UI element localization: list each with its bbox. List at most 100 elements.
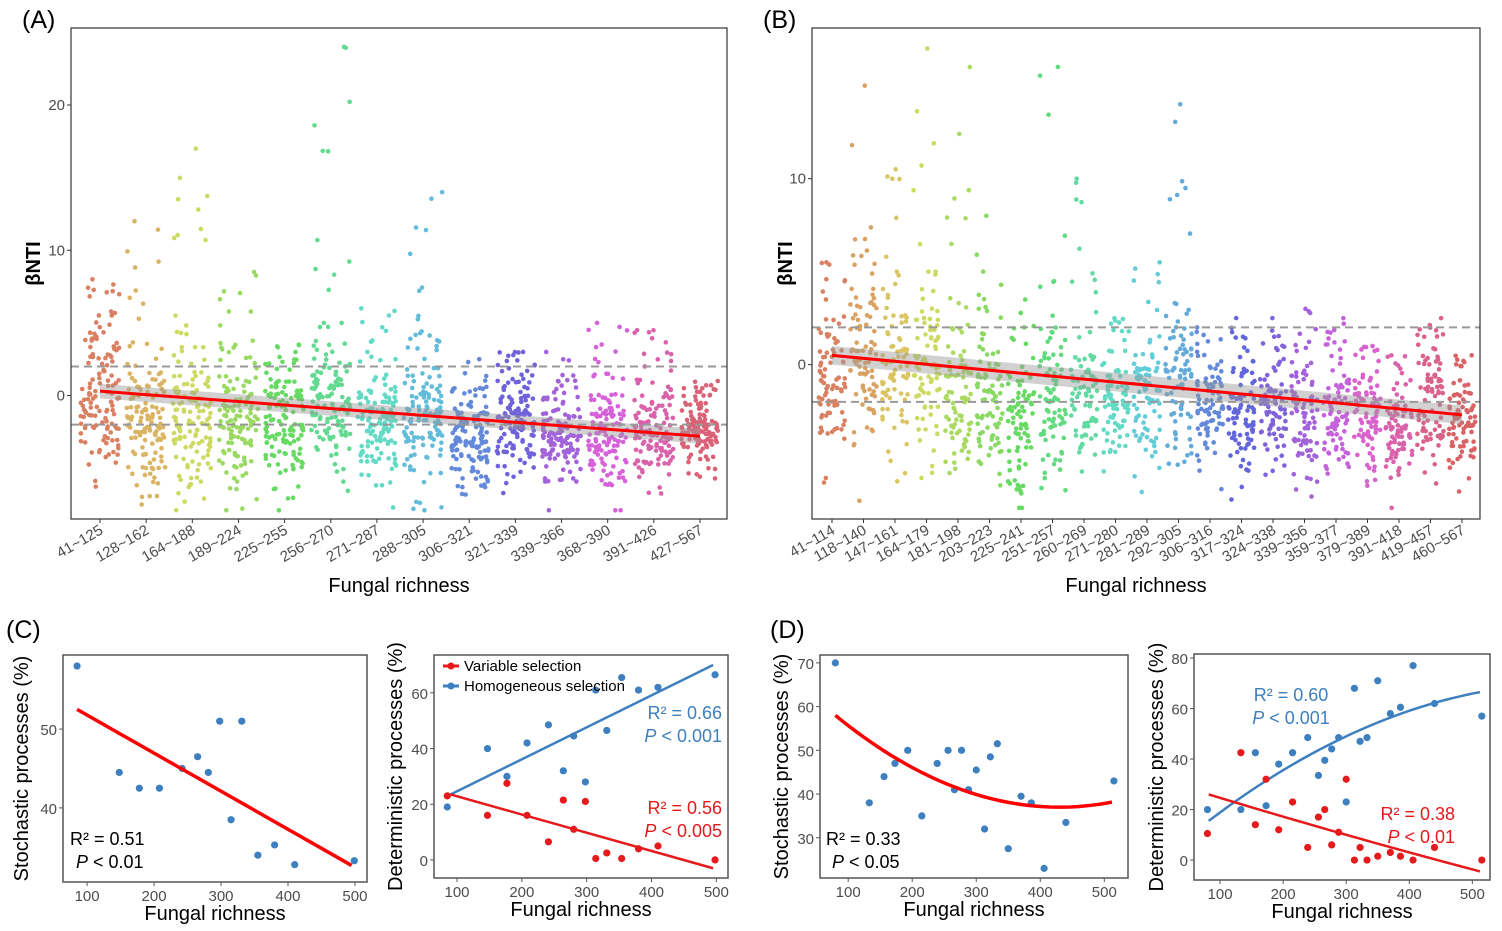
- data-point: [919, 475, 924, 481]
- data-point: [392, 440, 398, 446]
- data-point: [437, 430, 442, 435]
- data-point: [1369, 424, 1374, 430]
- plot-frame: [433, 654, 729, 879]
- data-point: [603, 726, 611, 735]
- data-point: [170, 401, 176, 407]
- data-point: [368, 431, 374, 437]
- data-point: [263, 361, 268, 367]
- data-point: [1440, 390, 1446, 396]
- data-point: [147, 471, 153, 477]
- data-point: [405, 373, 411, 379]
- data-point: [159, 386, 164, 392]
- data-point: [922, 405, 928, 410]
- data-point: [108, 309, 114, 314]
- data-point: [106, 452, 112, 457]
- data-point: [977, 431, 983, 436]
- data-point: [904, 351, 909, 356]
- data-point: [109, 354, 114, 360]
- data-point: [933, 338, 938, 344]
- data-point: [1365, 483, 1370, 489]
- data-point: [1305, 423, 1310, 429]
- data-point: [842, 436, 847, 441]
- data-point: [648, 438, 653, 444]
- data-point: [1471, 439, 1476, 444]
- data-point: [1325, 425, 1331, 431]
- data-point: [961, 369, 966, 375]
- data-point: [190, 377, 196, 382]
- data-point: [1188, 352, 1194, 358]
- data-point: [1430, 843, 1439, 852]
- data-point: [336, 381, 341, 387]
- data-point: [520, 425, 526, 431]
- data-point: [1344, 380, 1350, 385]
- data-point: [574, 450, 579, 456]
- data-point: [1123, 443, 1128, 449]
- data-point: [1120, 316, 1126, 322]
- data-point: [327, 393, 332, 399]
- data-point: [243, 471, 249, 476]
- data-point: [892, 281, 898, 287]
- data-point: [1337, 347, 1343, 352]
- data-point: [129, 435, 134, 441]
- data-point: [963, 305, 969, 310]
- data-point: [619, 393, 625, 398]
- data-point: [698, 449, 703, 454]
- data-point: [411, 438, 416, 444]
- data-point: [1149, 453, 1155, 459]
- data-point: [1038, 358, 1044, 364]
- data-point: [182, 434, 187, 440]
- group-164~188: [170, 146, 214, 513]
- data-point: [1427, 362, 1432, 367]
- data-point: [702, 417, 708, 422]
- data-point: [822, 354, 828, 360]
- data-point: [697, 474, 703, 479]
- data-point: [1185, 452, 1190, 458]
- data-point: [202, 357, 207, 363]
- data-point: [1279, 382, 1284, 387]
- data-point: [1120, 418, 1126, 424]
- data-point: [1294, 370, 1299, 375]
- data-point: [415, 346, 420, 351]
- data-point: [419, 285, 425, 290]
- data-point: [1237, 354, 1243, 360]
- data-point: [966, 449, 972, 455]
- data-point: [388, 419, 394, 424]
- data-point: [104, 363, 110, 368]
- data-point: [126, 387, 132, 392]
- data-point: [496, 439, 502, 444]
- data-point: [97, 375, 102, 381]
- data-point: [926, 269, 931, 274]
- data-point: [981, 296, 987, 302]
- data-point: [518, 396, 524, 401]
- data-point: [1392, 436, 1397, 442]
- data-point: [321, 320, 327, 326]
- data-point: [1280, 343, 1285, 349]
- data-point: [144, 383, 150, 388]
- data-point: [862, 83, 868, 88]
- fit-curve: [1208, 793, 1481, 873]
- data-point: [648, 413, 654, 418]
- data-point: [358, 458, 364, 464]
- data-point: [465, 359, 471, 365]
- y-tick-label: 40: [411, 742, 428, 759]
- chart-B: 01041~114118~140147~161164~179181~198203…: [775, 27, 1481, 597]
- data-point: [1220, 406, 1226, 411]
- data-point: [894, 269, 900, 274]
- data-point: [392, 308, 397, 314]
- data-point: [1239, 484, 1245, 490]
- data-point: [1295, 453, 1301, 458]
- data-point: [363, 395, 369, 401]
- data-point: [590, 462, 595, 468]
- data-point: [283, 392, 289, 398]
- data-point: [218, 419, 224, 424]
- data-point: [1363, 344, 1369, 350]
- data-point: [114, 437, 120, 443]
- data-point: [679, 436, 684, 442]
- regression-line: [831, 353, 1463, 417]
- data-point: [1179, 178, 1185, 184]
- data-point: [1143, 447, 1149, 453]
- data-point: [365, 399, 371, 405]
- data-point: [1195, 408, 1200, 414]
- data-point: [660, 403, 665, 409]
- data-point: [933, 366, 939, 371]
